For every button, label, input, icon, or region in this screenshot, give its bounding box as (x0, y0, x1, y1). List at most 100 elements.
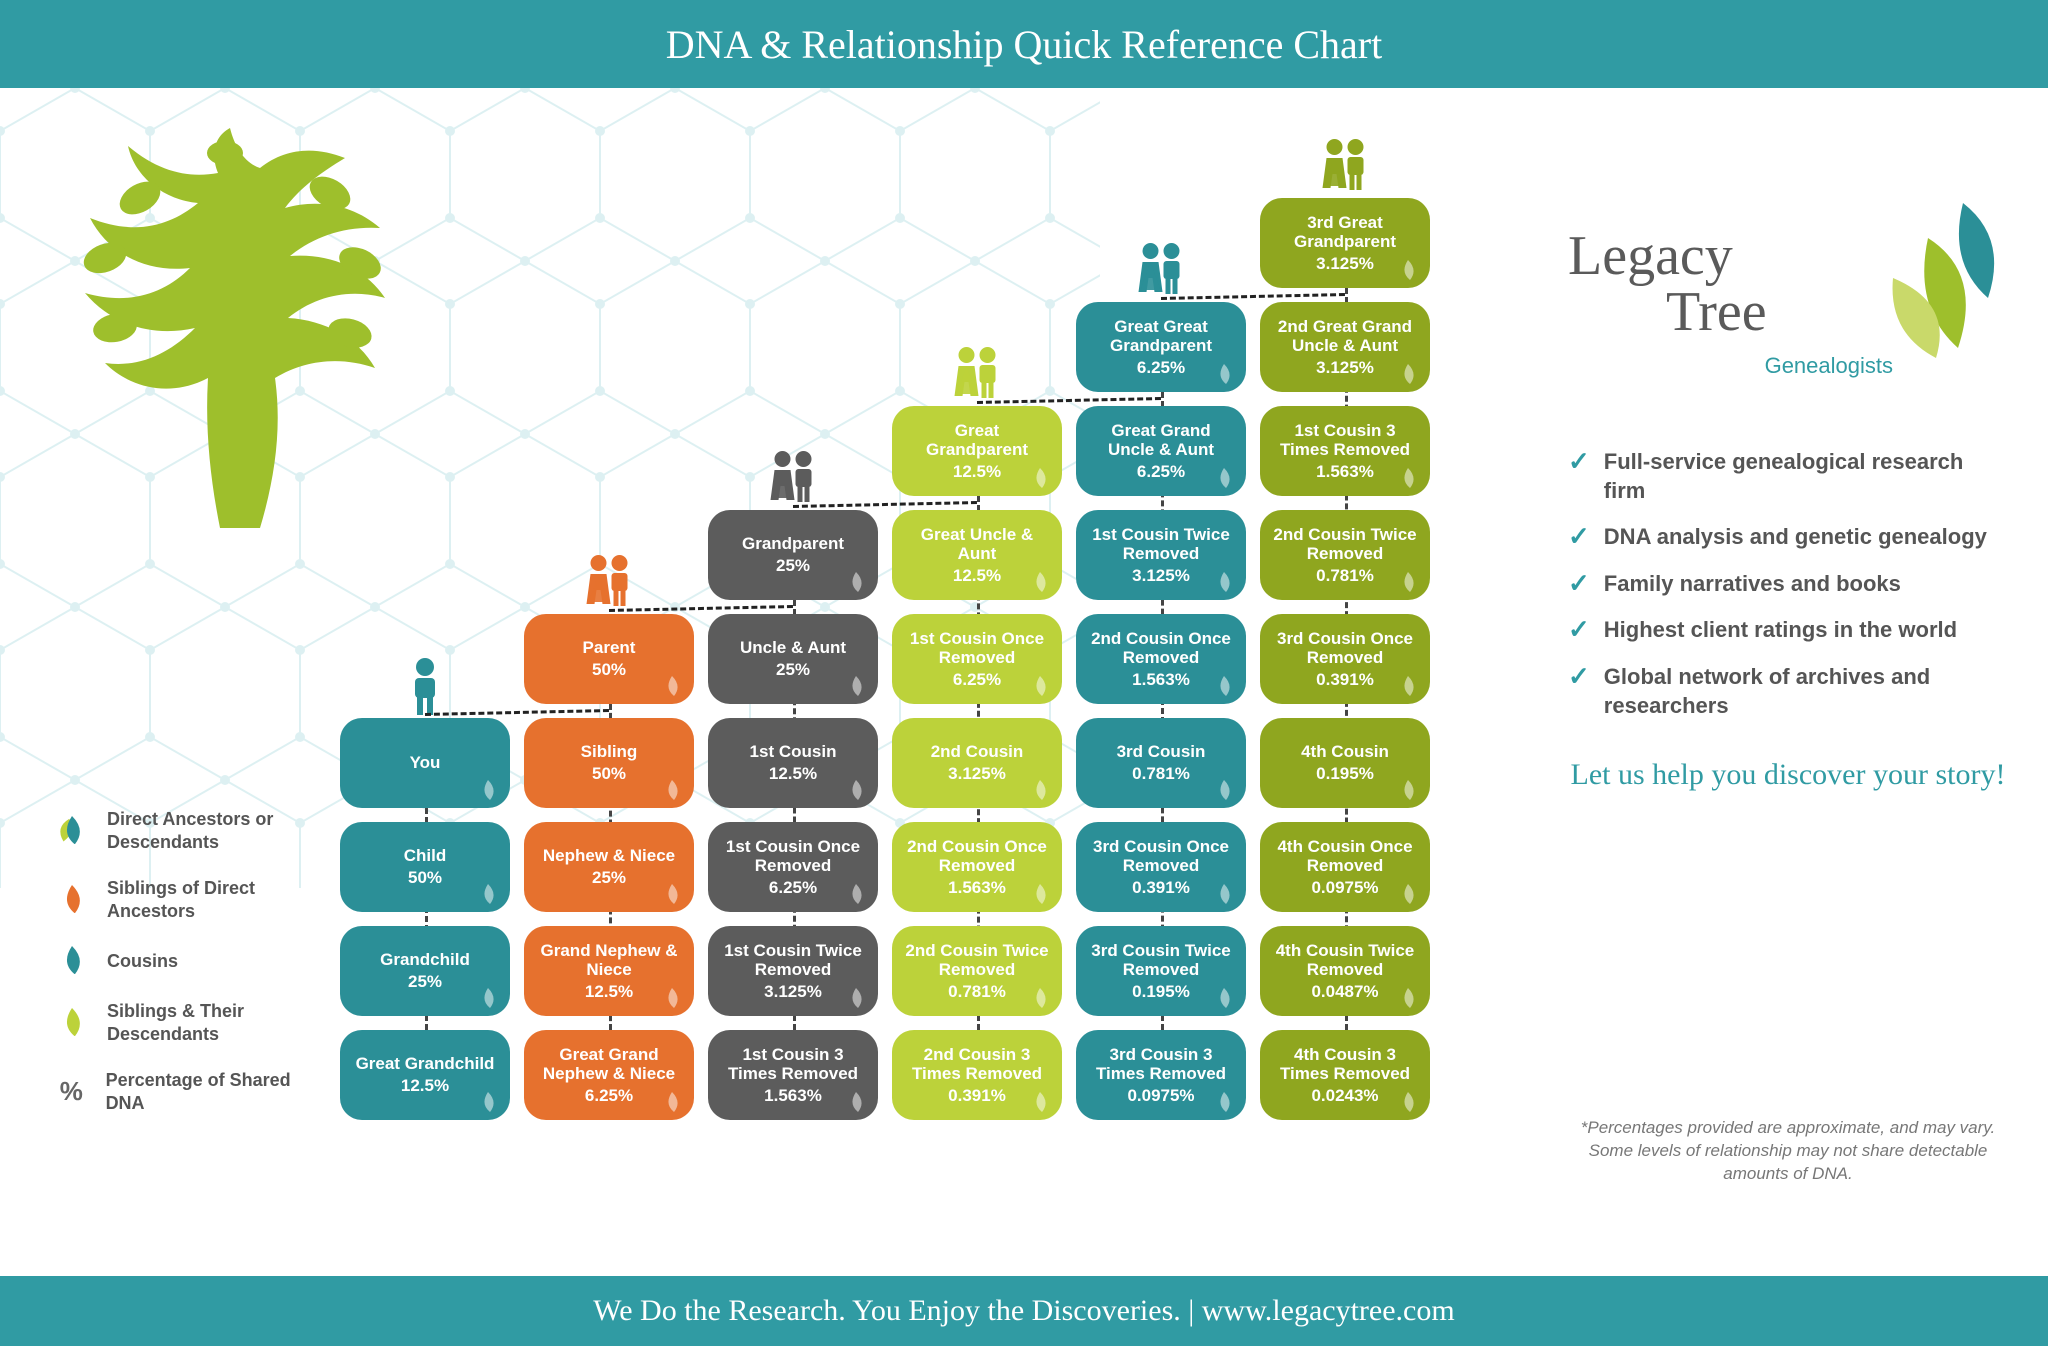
relationship-cell: 2nd Cousin Twice Removed0.781% (1260, 510, 1430, 600)
relationship-cell: 3rd Cousin Twice Removed0.195% (1076, 926, 1246, 1016)
cell-label: 2nd Cousin Twice Removed (1270, 525, 1420, 564)
cell-label: 4th Cousin (1301, 742, 1389, 762)
cell-label: 2nd Cousin 3 Times Removed (902, 1045, 1052, 1084)
chart-column: Grandparent25% Uncle & Aunt 25% 1st Cousin 1… (708, 108, 878, 1258)
check-icon: ✓ (1568, 523, 1590, 549)
relationship-cell: Grandparent25% (708, 510, 878, 600)
cell-label: 1st Cousin Twice Removed (718, 941, 868, 980)
check-icon: ✓ (1568, 616, 1590, 642)
cell-percentage: 6.25% (953, 670, 1001, 690)
leaf-icon (1212, 884, 1236, 904)
bullet-text: Family narratives and books (1604, 570, 1901, 599)
relationship-cell: 2nd Cousin Once Removed1.563% (892, 822, 1062, 912)
leaf-icon (476, 780, 500, 800)
cell-percentage: 1.563% (764, 1086, 822, 1106)
check-icon: ✓ (1568, 570, 1590, 596)
footer-text: We Do the Research. You Enjoy the Discov… (593, 1294, 1454, 1328)
cell-label: Great Uncle & Aunt (902, 525, 1052, 564)
cell-percentage: 3.125% (948, 764, 1006, 784)
relationship-cell: Sibling50% (524, 718, 694, 808)
cell-label: 2nd Cousin Once Removed (1086, 629, 1236, 668)
cell-label: Uncle & Aunt (740, 638, 846, 658)
cell-percentage: 25% (408, 972, 442, 992)
relationship-cell: 3rd Cousin0.781% (1076, 718, 1246, 808)
bullet-item: ✓ Family narratives and books (1568, 570, 2008, 599)
leaf-icon (844, 572, 868, 592)
relationship-cell: Great Great Grandparent6.25% (1076, 302, 1246, 392)
percent-icon: % (55, 1076, 88, 1107)
cell-label: 1st Cousin 3 Times Removed (718, 1045, 868, 1084)
cell-percentage: 0.391% (1316, 670, 1374, 690)
cell-percentage: 0.0487% (1311, 982, 1378, 1002)
cell-percentage: 0.195% (1132, 982, 1190, 1002)
leaf-icon (1028, 676, 1052, 696)
cell-percentage: 12.5% (953, 566, 1001, 586)
leaf-icon (844, 676, 868, 696)
relationship-cell: Parent50% (524, 614, 694, 704)
legend-label: Siblings of Direct Ancestors (107, 877, 325, 922)
leaf-icon (660, 780, 684, 800)
relationship-cell: 3rd Cousin Once Removed0.391% (1260, 614, 1430, 704)
chart-column: 3rd Great Grandparent3.125%2nd Great Gra… (1260, 108, 1430, 1258)
chart-column: YouChild50%Grandchild25%Great Grandchild… (340, 108, 510, 1258)
right-panel: Legacy Tree Genealogists ✓Full-service g… (1568, 188, 2008, 794)
leaf-icon (660, 884, 684, 904)
cell-label: 2nd Great Grand Uncle & Aunt (1270, 317, 1420, 356)
cell-percentage: 0.0243% (1311, 1086, 1378, 1106)
cell-percentage: 1.563% (1316, 462, 1374, 482)
couple-icon (766, 448, 821, 503)
leaf-icon (1212, 988, 1236, 1008)
cell-percentage: 6.25% (585, 1086, 633, 1106)
main-area: YouChild50%Grandchild25%Great Grandchild… (0, 88, 2048, 1276)
leaf-icon (844, 884, 868, 904)
leaf-icon (55, 946, 89, 976)
cell-percentage: 0.781% (948, 982, 1006, 1002)
leaf-icon (55, 1008, 89, 1038)
leaf-icon (1396, 364, 1420, 384)
cell-label: Great Grandparent (902, 421, 1052, 460)
logo-line2: Tree (1666, 281, 1767, 343)
cell-percentage: 25% (776, 556, 810, 576)
footer-bar: We Do the Research. You Enjoy the Discov… (0, 1276, 2048, 1346)
leaf-icon (476, 884, 500, 904)
cell-label: Great Grand Uncle & Aunt (1086, 421, 1236, 460)
bullet-text: DNA analysis and genetic genealogy (1604, 523, 1987, 552)
cell-label: 1st Cousin (750, 742, 837, 762)
cta-text: Let us help you discover your story! (1568, 755, 2008, 794)
legend-row: Siblings of Direct Ancestors (55, 877, 325, 922)
legend-row: Cousins (55, 946, 325, 976)
cell-label: 4th Cousin 3 Times Removed (1270, 1045, 1420, 1084)
relationship-cell: Child50% (340, 822, 510, 912)
logo-text: Legacy Tree (1568, 228, 1767, 340)
relationship-cell: 4th Cousin0.195% (1260, 718, 1430, 808)
cell-percentage: 50% (592, 764, 626, 784)
leaf-icon (1212, 780, 1236, 800)
cell-label: 2nd Cousin Once Removed (902, 837, 1052, 876)
cell-percentage: 50% (592, 660, 626, 680)
couple-icon (582, 552, 637, 607)
couple-icon (950, 344, 1005, 399)
leaf-icon (1396, 1092, 1420, 1112)
cell-percentage: 3.125% (1132, 566, 1190, 586)
cell-label: 1st Cousin Once Removed (718, 837, 868, 876)
leaf-icon (660, 1092, 684, 1112)
relationship-cell: 2nd Cousin 3 Times Removed0.391% (892, 1030, 1062, 1120)
relationship-cell: 2nd Cousin3.125% (892, 718, 1062, 808)
chart-column: Great Great Grandparent6.25% Great Grand … (1076, 108, 1246, 1258)
cell-percentage: 6.25% (1137, 358, 1185, 378)
relationship-cell: Great Uncle & Aunt12.5% (892, 510, 1062, 600)
cell-percentage: 0.0975% (1127, 1086, 1194, 1106)
couple-icon (1134, 240, 1189, 295)
cell-label: 1st Cousin Twice Removed (1086, 525, 1236, 564)
leaf-icon (55, 885, 89, 915)
logo-line1: Legacy (1568, 225, 1733, 287)
bullet-item: ✓ DNA analysis and genetic genealogy (1568, 523, 2008, 552)
cell-percentage: 0.781% (1132, 764, 1190, 784)
cell-percentage: 12.5% (953, 462, 1001, 482)
cell-percentage: 50% (408, 868, 442, 888)
legend-label: Cousins (107, 950, 178, 973)
leaf-icon (1028, 884, 1052, 904)
cell-percentage: 6.25% (1137, 462, 1185, 482)
legend-row: %Percentage of Shared DNA (55, 1069, 325, 1114)
cell-percentage: 0.391% (948, 1086, 1006, 1106)
